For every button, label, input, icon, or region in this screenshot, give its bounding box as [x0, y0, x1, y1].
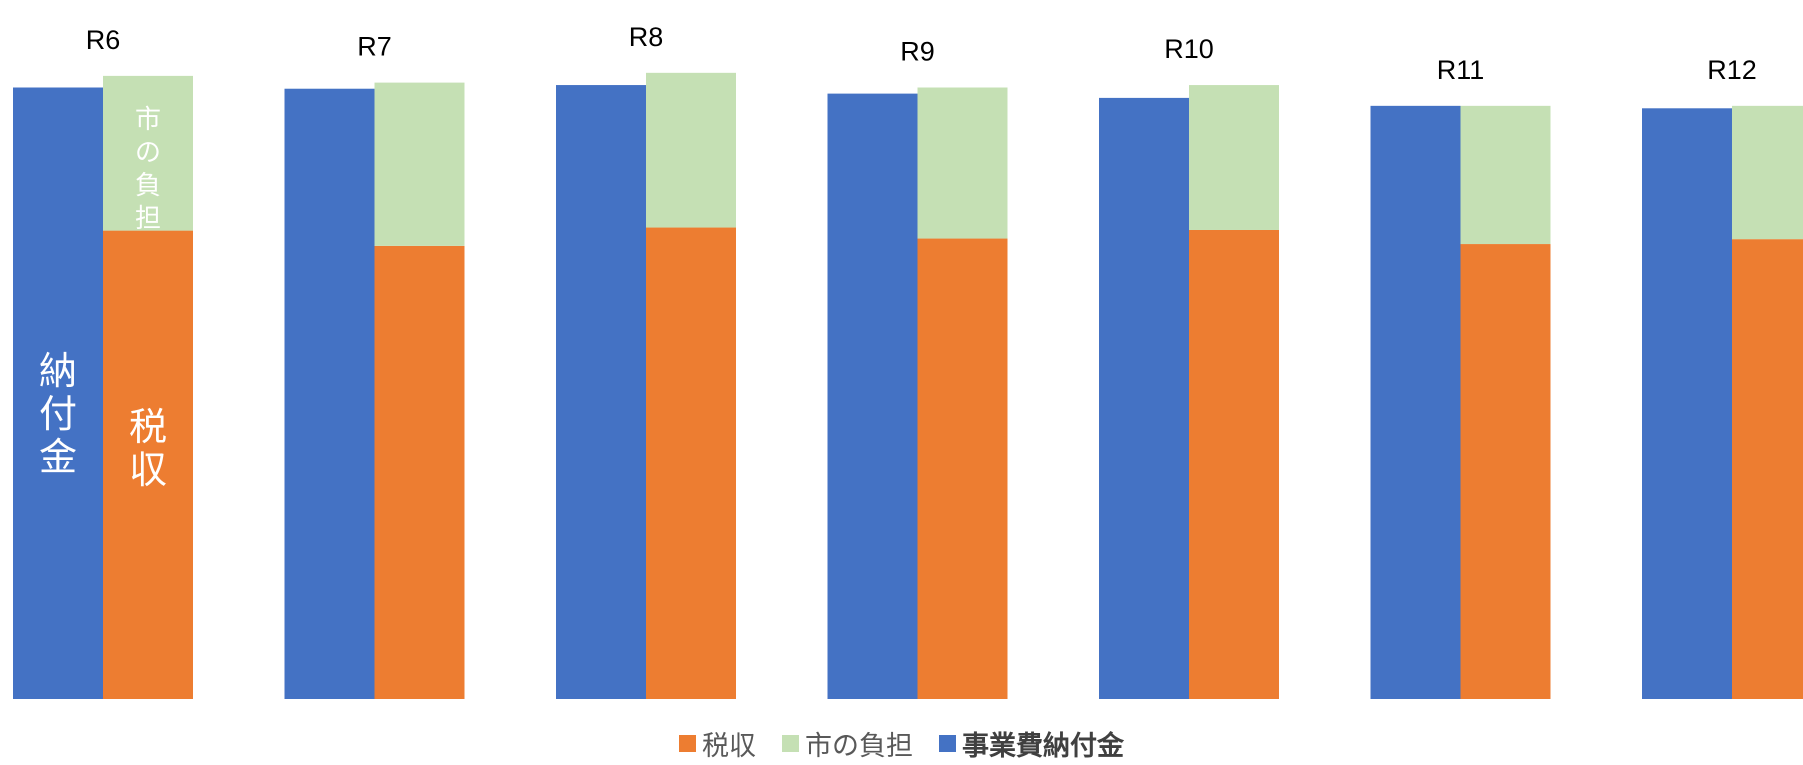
bar-city-burden-R11: [1460, 105, 1551, 245]
bar-tax-revenue-R9: [917, 238, 1008, 699]
legend: 税収 市の負担 事業費納付金: [0, 724, 1803, 763]
bar-label-contribution: 納付金: [39, 349, 77, 479]
legend-item-tax-revenue: 税収: [679, 724, 756, 763]
category-label-R7: R7: [357, 32, 392, 62]
bar-annotations: 納付金 税収 市の負担: [39, 105, 167, 492]
bars-layer: [13, 72, 1803, 700]
bar-city-burden-R9: [917, 87, 1008, 239]
bar-label-tax-revenue: 税収: [129, 405, 167, 492]
legend-item-project-contribution: 事業費納付金: [939, 724, 1124, 763]
bar-contribution-R7: [284, 88, 375, 699]
bar-contribution-R6: [13, 87, 103, 699]
bar-contribution-R9: [827, 93, 918, 700]
category-label-R10: R10: [1164, 34, 1214, 64]
category-label-R6: R6: [86, 25, 121, 55]
category-label-R9: R9: [900, 37, 935, 67]
bar-tax-revenue-R10: [1189, 229, 1279, 700]
bar-tax-revenue-R11: [1460, 244, 1551, 699]
category-label-R12: R12: [1707, 55, 1757, 85]
legend-label-tax-revenue: 税収: [702, 730, 756, 762]
category-label-R8: R8: [629, 22, 664, 52]
bar-contribution-R11: [1370, 105, 1461, 700]
bar-contribution-R10: [1099, 97, 1189, 699]
legend-item-city-burden: 市の負担: [782, 724, 913, 763]
bar-label-city-burden: 市の負担: [135, 105, 161, 234]
category-label-R11: R11: [1437, 55, 1485, 85]
bar-city-burden-R6: [103, 75, 193, 231]
bar-tax-revenue-R7: [374, 245, 465, 700]
legend-swatch-tax-revenue: [679, 734, 696, 752]
bar-city-burden-R10: [1189, 85, 1279, 230]
bar-contribution-R12: [1642, 108, 1732, 699]
category-labels: R6 R7 R8 R9 R10 R11 R12: [86, 22, 1757, 85]
legend-label-city-burden: 市の負担: [805, 730, 913, 762]
bar-tax-revenue-R12: [1732, 239, 1803, 700]
chart-plot: R6 R7 R8 R9 R10 R11 R12 納付金 税収 市の負担: [13, 22, 1803, 700]
bar-city-burden-R8: [646, 72, 736, 228]
legend-swatch-city-burden: [782, 734, 799, 752]
bar-city-burden-R12: [1732, 105, 1803, 240]
bar-tax-revenue-R8: [646, 227, 736, 699]
bar-city-burden-R7: [374, 82, 465, 246]
bar-label-city-burden-group: 市の負担: [135, 105, 161, 234]
legend-swatch-project-contribution: [939, 734, 956, 752]
bar-contribution-R8: [556, 85, 646, 699]
bar-tax-revenue-R6: [103, 230, 193, 699]
legend-label-project-contribution: 事業費納付金: [962, 730, 1124, 762]
